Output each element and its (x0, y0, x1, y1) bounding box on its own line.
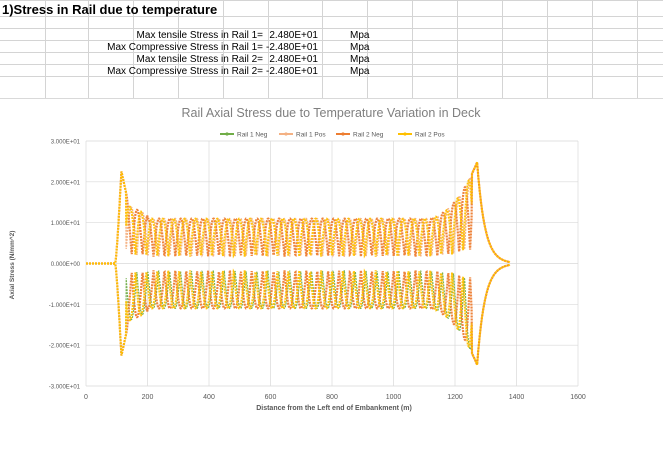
legend-marker (284, 132, 288, 136)
x-tick-label: 1600 (570, 394, 586, 401)
stress-chart[interactable]: Rail Axial Stress due to Temperature Var… (0, 99, 663, 451)
legend-label: Rail 2 Neg (353, 132, 384, 139)
y-tick-label: 3.000E+01 (51, 140, 81, 146)
x-tick-label: 0 (84, 394, 88, 401)
row-unit-2[interactable]: Mpa (350, 42, 370, 53)
row-label-4[interactable]: Max Compressive Stress in Rail 2= (107, 66, 263, 77)
row-value-1[interactable]: 2.480E+01 (269, 30, 318, 41)
row-value-2[interactable]: -2.480E+01 (266, 42, 318, 53)
y-tick-label: -3.000E+01 (49, 385, 81, 391)
x-axis-ticks: 0 200 400 600 800 1000 1200 1400 1600 (84, 394, 586, 401)
y-tick-label: 0.000E+00 (51, 262, 81, 268)
sheet-heading[interactable]: 1)Stress in Rail due to temperature (2, 2, 218, 17)
spreadsheet-grid (0, 0, 663, 98)
y-tick-label: -2.000E+01 (49, 344, 81, 350)
x-tick-label: 600 (265, 394, 277, 401)
legend-label: Rail 1 Pos (296, 132, 326, 139)
row-value-4[interactable]: -2.480E+01 (266, 66, 318, 77)
x-tick-label: 200 (142, 394, 154, 401)
row-value-3[interactable]: 2.480E+01 (269, 54, 318, 65)
series-rail2-pos (86, 161, 511, 265)
chart-series (86, 161, 511, 366)
chart-title: Rail Axial Stress due to Temperature Var… (182, 106, 482, 120)
series-rail2-pos-mirror (86, 262, 511, 366)
row-unit-4[interactable]: Mpa (350, 66, 370, 77)
y-tick-label: 2.000E+01 (51, 180, 81, 186)
row-label-1[interactable]: Max tensile Stress in Rail 1= (136, 30, 263, 41)
x-tick-label: 1200 (447, 394, 463, 401)
x-axis-label: Distance from the Left end of Embankment… (256, 405, 412, 412)
y-axis-label: Axial Stress (N/mm^2) (8, 231, 16, 300)
row-label-2[interactable]: Max Compressive Stress in Rail 1= (107, 42, 263, 53)
legend-marker (225, 132, 229, 136)
legend-label: Rail 2 Pos (415, 132, 445, 139)
x-tick-label: 1000 (386, 394, 402, 401)
chart-container[interactable]: Rail Axial Stress due to Temperature Var… (0, 98, 663, 451)
legend-label: Rail 1 Neg (237, 132, 268, 139)
y-axis-ticks: 3.000E+01 2.000E+01 1.000E+01 0.000E+00 -1.0… (49, 140, 81, 391)
row-unit-1[interactable]: Mpa (350, 30, 370, 41)
y-tick-label: -1.000E+01 (49, 303, 81, 309)
legend-marker (403, 132, 407, 136)
row-unit-3[interactable]: Mpa (350, 54, 370, 65)
legend-marker (341, 132, 345, 136)
chart-legend: Rail 1 Neg Rail 1 Pos Rail 2 Neg Rail 2 Pos (220, 132, 445, 139)
y-tick-label: 1.000E+01 (51, 221, 81, 227)
x-tick-label: 400 (203, 394, 215, 401)
x-tick-label: 800 (326, 394, 338, 401)
x-tick-label: 1400 (509, 394, 525, 401)
chart-gridlines (85, 140, 579, 387)
row-label-3[interactable]: Max tensile Stress in Rail 2= (136, 54, 263, 65)
